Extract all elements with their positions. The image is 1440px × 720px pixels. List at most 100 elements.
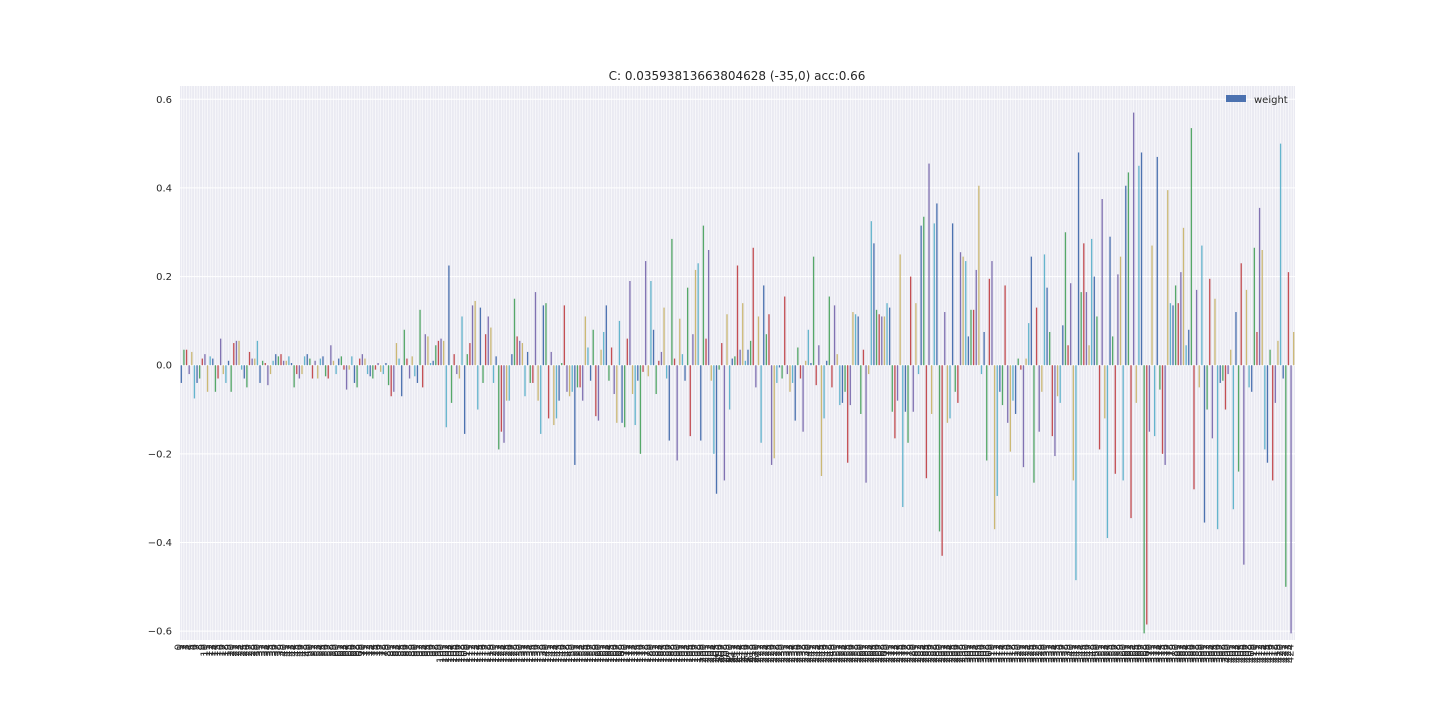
x-tick-label: 333	[1047, 644, 1058, 663]
x-tick-label: 6	[189, 644, 200, 650]
x-tick-label: 194	[682, 644, 693, 663]
x-tick-label: 232	[782, 644, 793, 663]
x-tick-label: 1	[176, 644, 187, 650]
bar	[1253, 247, 1255, 366]
bar	[923, 216, 925, 366]
x-tick-label: 394	[1207, 644, 1218, 663]
x-tick-label: 354	[1102, 644, 1113, 663]
x-tick-label: 377	[1162, 644, 1173, 663]
bar	[322, 356, 324, 366]
x-tick-label: 327	[1031, 644, 1042, 663]
x-tick-label: 55	[318, 644, 329, 657]
x-tick-label: 160	[593, 644, 604, 663]
x-tick-label: 259	[853, 644, 864, 663]
bar	[185, 349, 188, 366]
bar	[639, 365, 642, 454]
bar	[317, 365, 319, 379]
x-tick-label: 199	[695, 644, 706, 663]
bar	[1169, 303, 1172, 366]
x-tick-label: 262	[861, 644, 872, 663]
x-tick-label: 334	[1050, 644, 1061, 663]
bar	[736, 265, 739, 366]
x-tick-label: 90	[409, 644, 420, 657]
bar	[1070, 283, 1072, 366]
bar	[1119, 256, 1122, 366]
x-tick-label: 376	[1160, 644, 1171, 663]
bar	[936, 203, 938, 366]
bar	[1028, 323, 1030, 366]
x-tick-label: 351	[1094, 644, 1105, 663]
bar	[797, 347, 799, 366]
bar	[401, 365, 403, 397]
x-tick-label: 159	[590, 644, 601, 663]
x-tick-label: 148	[562, 644, 573, 663]
x-tick-label: 362	[1123, 644, 1134, 663]
x-tick-label: 81	[386, 644, 397, 657]
x-tick-label: 182	[651, 644, 662, 663]
bar	[574, 365, 576, 465]
bar	[498, 365, 500, 450]
x-tick-label: 420	[1275, 644, 1286, 663]
x-tick-label: 300	[960, 644, 971, 663]
bar	[975, 269, 977, 366]
x-tick-label: 156	[583, 644, 594, 663]
bar	[563, 305, 566, 366]
bar	[1049, 331, 1051, 366]
x-tick-label: 250	[829, 644, 840, 663]
x-tick-label: 335	[1052, 644, 1063, 663]
bar	[600, 349, 602, 366]
x-tick-label: 192	[677, 644, 688, 663]
x-tick-label: 337	[1057, 644, 1068, 663]
bar	[862, 349, 865, 366]
x-tick-label: 212	[730, 644, 741, 663]
bar	[1190, 128, 1193, 366]
bar	[860, 365, 862, 414]
bar	[894, 365, 896, 439]
x-tick-label: 17	[218, 644, 229, 657]
bar	[773, 365, 775, 459]
y-tick-label: −0.6	[148, 627, 172, 638]
bar	[230, 365, 232, 392]
bar	[980, 365, 983, 375]
x-tick-label: 421	[1278, 644, 1289, 663]
bar	[196, 365, 198, 383]
x-tick-label: 326	[1029, 644, 1040, 663]
x-tick-label: 216	[740, 644, 751, 663]
bar	[823, 365, 825, 419]
bar	[576, 365, 579, 388]
bar	[1198, 365, 1200, 388]
x-tick-label: 279	[905, 644, 916, 663]
bar	[372, 365, 374, 379]
bar	[865, 365, 867, 483]
bar	[424, 334, 426, 366]
x-tick-label: 145	[554, 644, 565, 663]
x-tick-label: 396	[1212, 644, 1223, 663]
x-tick-label: 150	[567, 644, 578, 663]
bar	[293, 365, 295, 388]
x-tick-label: 241	[806, 644, 817, 663]
bar	[550, 351, 552, 366]
x-tick-label: 215	[737, 644, 748, 663]
bar	[1251, 365, 1253, 392]
x-tick-label: 261	[858, 644, 869, 663]
x-tick-label: 117	[480, 644, 491, 663]
bar	[356, 365, 358, 388]
x-tick-label: 397	[1215, 644, 1226, 663]
x-tick-label: 207	[716, 644, 727, 663]
x-tick-label: 213	[732, 644, 743, 663]
x-tick-label: 50	[304, 644, 315, 657]
bar	[269, 365, 272, 375]
x-tick-label: 120	[488, 644, 499, 663]
x-tick-label: 220	[750, 644, 761, 663]
bar	[314, 360, 316, 366]
x-tick-label: 423	[1283, 644, 1294, 663]
x-tick-label: 255	[842, 644, 853, 663]
bar	[1132, 112, 1135, 366]
x-tick-label: 274	[892, 644, 903, 663]
bar	[899, 254, 901, 366]
bar	[1222, 365, 1224, 381]
x-tick-label: 369	[1141, 644, 1152, 663]
bar	[364, 358, 366, 366]
x-tick-label: 202	[703, 644, 714, 663]
